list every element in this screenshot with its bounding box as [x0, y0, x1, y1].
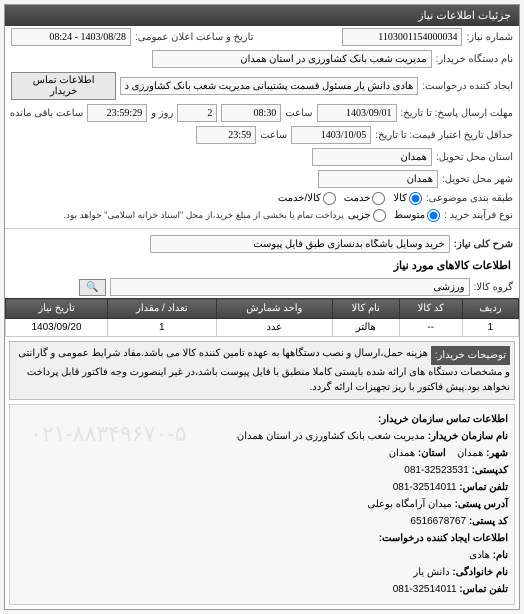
th-qty: تعداد / مقدار: [108, 299, 217, 319]
th-name: نام کالا: [332, 299, 399, 319]
city-field: [318, 170, 438, 188]
th-unit: واحد شمارش: [216, 299, 332, 319]
c-address-label: آدرس پستی:: [455, 499, 508, 510]
datetime-field: [11, 28, 131, 46]
c-province-label: استان:: [418, 448, 446, 459]
items-section-title: اطلاعات کالاهای مورد نیاز: [5, 255, 519, 276]
payment-radio-group: متوسط جزیی: [348, 209, 440, 222]
table-row[interactable]: 1 -- هالتر عدد 1 1403/09/20: [6, 319, 519, 337]
details-panel: جزئیات اطلاعات نیاز شماره نیاز: تاریخ و …: [4, 4, 520, 610]
deadline-time-field: [221, 104, 281, 122]
pack-radio-service[interactable]: [323, 192, 336, 205]
c-lname: دانش یار: [413, 567, 449, 578]
c-post2-label: کد پستی:: [469, 516, 508, 527]
th-code: کد کالا: [399, 299, 462, 319]
contact-info-button[interactable]: اطلاعات تماس خریدار: [11, 72, 116, 100]
contact-heading: اطلاعات تماس سازمان خریدار:: [378, 414, 508, 425]
panel-header: جزئیات اطلاعات نیاز: [5, 5, 519, 26]
c-post2: 6516678767: [410, 516, 466, 527]
deadline-label: مهلت ارسال پاسخ: تا تاریخ:: [401, 108, 513, 119]
org-field: [152, 50, 432, 68]
validity-time-field: [196, 126, 256, 144]
c-fname: هادی: [469, 550, 490, 561]
c-org: مدیریت شعب بانک کشاورزی در استان همدان: [237, 431, 425, 442]
payment-radio-cash[interactable]: [427, 209, 440, 222]
pack-opt-special[interactable]: خدمت: [344, 192, 386, 205]
req-no-label: شماره نیاز:: [466, 32, 513, 43]
pack-radio-group: کالا خدمت کالا/خدمت: [278, 192, 422, 205]
province-field: [312, 148, 432, 166]
days-left-field: [177, 104, 217, 122]
payment-opt-partial[interactable]: جزیی: [348, 209, 386, 222]
c-city-label: شهر:: [486, 448, 508, 459]
cell-code: --: [399, 319, 462, 337]
pack-opt-all[interactable]: کالا: [393, 192, 422, 205]
validity-label: حداقل تاریخ اعتبار قیمت: تا تاریخ:: [375, 130, 513, 141]
c-fname-label: نام:: [493, 550, 508, 561]
th-date: تاریخ نیاز: [6, 299, 108, 319]
search-icon[interactable]: [79, 279, 105, 296]
payment-radio-partial[interactable]: [373, 209, 386, 222]
buyer-note-label: توضیحات خریدار:: [431, 346, 510, 365]
deadline-date-field: [317, 104, 397, 122]
pack-opt-service[interactable]: کالا/خدمت: [278, 192, 336, 205]
c-cphone-label: تلفن تماس:: [459, 584, 508, 595]
city-label: شهر محل تحویل:: [442, 174, 513, 185]
time-left-field: [87, 104, 147, 122]
pack-label: طبقه بندی موضوعی:: [426, 193, 513, 204]
c-cphone: 32514011-081: [393, 584, 457, 595]
payment-opt-cash[interactable]: متوسط: [394, 209, 440, 222]
payment-note: پرداخت تمام یا بخشی از مبلغ خرید،از محل …: [63, 210, 343, 221]
validity-date-field: [291, 126, 371, 144]
time-label-2: ساعت: [260, 130, 287, 141]
days-left-label: روز و: [151, 108, 173, 119]
req-no-field: [342, 28, 462, 46]
need-title-field: [150, 235, 450, 253]
c-address: میدان آرامگاه بوعلی: [367, 499, 451, 510]
group-field: [110, 278, 470, 296]
divider-1: [5, 228, 519, 229]
items-table: ردیف کد کالا نام کالا واحد شمارش تعداد /…: [5, 298, 519, 337]
c-post: 32523531-081: [404, 465, 469, 476]
c-city: همدان: [457, 448, 483, 459]
contact-box: ۰۲۱-۸۸۳۴۹۶۷۰-۵ اطلاعات تماس سازمان خریدا…: [9, 404, 515, 605]
c-lname-label: نام خانوادگی:: [452, 567, 508, 578]
buyer-note-box: توضیحات خریدار: هزینه حمل،ارسال و نصب دس…: [9, 341, 515, 400]
cell-qty: 1: [108, 319, 217, 337]
payment-label: نوع فرآیند خرید :: [444, 210, 513, 221]
creator-label: ایجاد کننده درخواست:: [422, 81, 513, 92]
province-label: استان محل تحویل:: [436, 152, 513, 163]
th-idx: ردیف: [462, 299, 518, 319]
group-label: گروه کالا:: [474, 282, 513, 293]
cell-idx: 1: [462, 319, 518, 337]
cell-date: 1403/09/20: [6, 319, 108, 337]
pack-radio-special[interactable]: [372, 192, 385, 205]
c-org-label: نام سازمان خریدار:: [428, 431, 508, 442]
time-label-1: ساعت: [285, 108, 312, 119]
c-phone-label: تلفن تماس:: [459, 482, 508, 493]
org-label: نام دستگاه خریدار:: [436, 54, 513, 65]
c-post-label: کدپستی:: [472, 465, 508, 476]
c-province: همدان: [389, 448, 415, 459]
datetime-label: تاریخ و ساعت اعلان عمومی:: [135, 32, 254, 43]
c-creator-heading: اطلاعات ایجاد کننده درخواست:: [379, 533, 508, 544]
creator-field: [120, 77, 418, 95]
c-phone: 32514011-081: [393, 482, 457, 493]
watermark-text: ۰۲۱-۸۸۳۴۹۶۷۰-۵: [30, 415, 186, 452]
panel-title: جزئیات اطلاعات نیاز: [418, 9, 511, 22]
cell-name: هالتر: [332, 319, 399, 337]
time-left-label: ساعت باقی مانده: [10, 108, 83, 119]
table-header-row: ردیف کد کالا نام کالا واحد شمارش تعداد /…: [6, 299, 519, 319]
cell-unit: عدد: [216, 319, 332, 337]
pack-radio-all[interactable]: [409, 192, 422, 205]
need-title-label: شرح کلی نیاز:: [454, 239, 513, 250]
